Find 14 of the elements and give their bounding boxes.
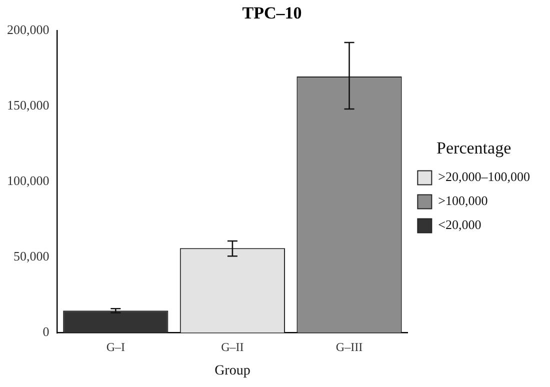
legend-title: Percentage	[436, 138, 512, 158]
chart-title: TPC–10	[242, 4, 302, 23]
y-tick-label: 50,000	[14, 248, 50, 264]
y-tick-label: 0	[42, 324, 50, 340]
x-tick-label: G–II	[221, 340, 244, 354]
x-axis-title: Group	[214, 363, 250, 378]
legend-label: >20,000–100,000	[438, 169, 530, 184]
legend-label: >100,000	[438, 193, 488, 208]
x-tick-label: G–I	[106, 340, 125, 354]
y-tick-label: 200,000	[7, 22, 50, 37]
legend-label: <20,000	[438, 217, 482, 232]
x-tick-label: G–III	[336, 340, 363, 354]
y-tick-label: 150,000	[7, 97, 50, 112]
y-tick-label: 100,000	[7, 173, 50, 188]
